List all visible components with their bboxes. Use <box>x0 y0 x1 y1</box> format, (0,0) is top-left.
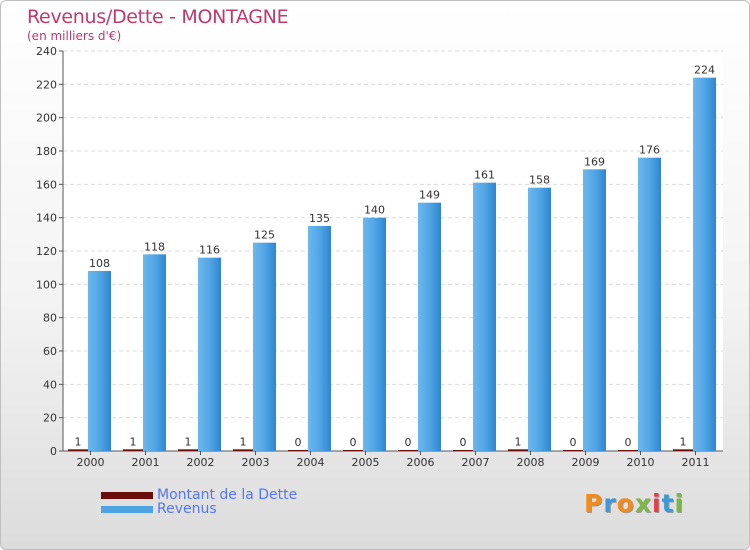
y-tick-label: 0 <box>50 445 57 458</box>
y-tick-label: 200 <box>36 112 57 125</box>
debt-data-label: 0 <box>460 436 467 449</box>
y-tick-label: 180 <box>36 145 57 158</box>
debt-data-label: 0 <box>570 436 577 449</box>
logo-letter: x <box>634 489 652 518</box>
debt-bar <box>343 450 363 451</box>
revenue-bar <box>308 226 331 451</box>
y-tick-label: 140 <box>36 212 57 225</box>
x-tick-label: 2006 <box>407 456 435 469</box>
x-tick-label: 2001 <box>132 456 160 469</box>
legend-swatch-revenue <box>101 506 153 513</box>
revenue-bar <box>363 217 386 451</box>
debt-data-label: 0 <box>405 436 412 449</box>
x-tick-label: 2002 <box>187 456 215 469</box>
proxiti-logo: Proxiti <box>584 489 684 518</box>
debt-bar <box>618 450 638 451</box>
x-tick-label: 2009 <box>572 456 600 469</box>
logo-letter: o <box>616 489 635 518</box>
logo-letter: r <box>603 489 617 518</box>
revenue-data-label: 224 <box>694 64 715 77</box>
debt-data-label: 0 <box>295 436 302 449</box>
revenue-data-label: 149 <box>419 189 440 202</box>
revenue-bar <box>198 257 221 451</box>
chart-subtitle: (en milliers d'€) <box>27 29 122 43</box>
legend-label-debt: Montant de la Dette <box>157 487 298 503</box>
debt-bar <box>398 450 418 451</box>
debt-bar <box>178 449 198 451</box>
x-tick-label: 2004 <box>297 456 325 469</box>
revenue-bar <box>88 271 111 451</box>
y-tick-label: 160 <box>36 178 57 191</box>
y-tick-label: 100 <box>36 278 57 291</box>
revenue-bar <box>253 242 276 451</box>
debt-bar <box>288 450 308 451</box>
revenue-data-label: 169 <box>584 155 605 168</box>
debt-bar <box>563 450 583 451</box>
debt-bar <box>123 449 143 451</box>
revenue-data-label: 108 <box>89 257 110 270</box>
revenue-data-label: 116 <box>199 244 220 257</box>
logo-letter: P <box>584 489 604 518</box>
y-tick-label: 240 <box>36 45 57 58</box>
debt-data-label: 0 <box>625 436 632 449</box>
x-tick-label: 2007 <box>462 456 490 469</box>
debt-data-label: 0 <box>350 436 357 449</box>
x-tick-label: 2005 <box>352 456 380 469</box>
revenue-bar <box>528 187 551 451</box>
chart-title: Revenus/Dette - MONTAGNE <box>27 6 289 28</box>
debt-data-label: 1 <box>515 435 522 448</box>
x-tick-label: 2003 <box>242 456 270 469</box>
revenue-data-label: 161 <box>474 169 495 182</box>
y-tick-label: 120 <box>36 245 57 258</box>
revenue-data-label: 176 <box>639 144 660 157</box>
debt-bar <box>453 450 473 451</box>
debt-bar <box>508 449 528 451</box>
legend-swatch-debt <box>101 492 153 499</box>
debt-bar <box>673 449 693 451</box>
revenue-bar <box>693 77 716 452</box>
revenue-data-label: 135 <box>309 212 330 225</box>
legend-item-revenue: Revenus <box>101 501 361 517</box>
debt-data-label: 1 <box>680 435 687 448</box>
debt-data-label: 1 <box>240 435 247 448</box>
logo-letter: t <box>661 489 675 518</box>
debt-bar <box>233 449 253 451</box>
debt-bar <box>68 449 88 451</box>
legend-label-revenue: Revenus <box>157 501 217 517</box>
legend-item-debt: Montant de la Dette <box>101 487 361 503</box>
debt-data-label: 1 <box>185 435 192 448</box>
y-tick-label: 20 <box>43 412 57 425</box>
revenue-data-label: 118 <box>144 240 165 253</box>
debt-data-label: 1 <box>130 435 137 448</box>
revenue-bar <box>638 157 661 451</box>
x-tick-label: 2011 <box>682 456 710 469</box>
revenue-bar <box>473 182 496 451</box>
revenue-data-label: 125 <box>254 229 275 242</box>
y-tick-label: 60 <box>43 345 57 358</box>
y-tick-label: 80 <box>43 312 57 325</box>
revenue-bar <box>583 169 606 452</box>
revenue-bar <box>418 202 441 451</box>
logo-letter: i <box>674 489 685 518</box>
logo-letter: i <box>652 489 662 518</box>
x-tick-label: 2000 <box>77 456 105 469</box>
revenue-bar <box>143 254 166 451</box>
x-tick-label: 2010 <box>627 456 655 469</box>
y-tick-label: 40 <box>43 378 57 391</box>
revenue-data-label: 158 <box>529 174 550 187</box>
y-tick-label: 220 <box>36 78 57 91</box>
x-tick-label: 2008 <box>517 456 545 469</box>
debt-data-label: 1 <box>75 435 82 448</box>
revenue-data-label: 140 <box>364 204 385 217</box>
